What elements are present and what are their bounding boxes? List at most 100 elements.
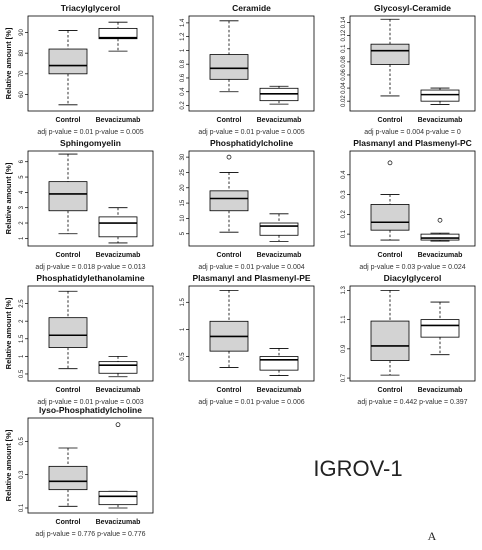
chart-title: Plasmanyl and Plasmenyl-PC <box>353 138 472 148</box>
p-value-text: adj p-value = 0.01 p-value = 0.005 <box>198 129 304 136</box>
p-value-text: adj p-value = 0.004 p-value = 0 <box>364 129 461 136</box>
p-value-text: adj p-value = 0.01 p-value = 0.003 <box>37 399 143 406</box>
y-tick-label: 0.4 <box>341 170 347 179</box>
plot-frame <box>188 15 315 112</box>
box-bevacizumab <box>98 21 138 52</box>
y-tick-label: 0.6 <box>180 73 186 82</box>
y-tick-label: 0.9 <box>341 344 347 353</box>
box-iqr <box>48 465 88 491</box>
plot-frame <box>27 150 154 247</box>
chart-panel: Phosphatidylethanolamine Relative amount … <box>4 273 154 406</box>
y-tick-label: 0.7 <box>341 373 347 382</box>
chart-panel: Sphingomyelin Relative amount [%] 1 2 3 4 5 6 Co… <box>4 138 154 271</box>
box-iqr <box>259 356 299 371</box>
y-tick-label: 0.14 <box>341 16 347 28</box>
p-value-text: adj p-value = 0.01 p-value = 0.005 <box>37 129 143 136</box>
p-value-text: adj p-value = 0.442 p-value = 0.397 <box>357 399 467 406</box>
box-control <box>370 18 410 97</box>
box-iqr <box>420 319 460 338</box>
x-category-label: Control <box>56 387 81 394</box>
x-category-label: Control <box>56 252 81 259</box>
outlier-point <box>115 422 121 428</box>
y-tick-label: 1 <box>19 236 25 240</box>
x-category-label: Control <box>217 117 242 124</box>
x-category-label: Control <box>378 387 403 394</box>
chart-panel: Phosphatidylcholine 5 10 15 20 25 30 Control Bev… <box>180 138 315 271</box>
chart-title: Phosphatidylethanolamine <box>36 273 144 283</box>
y-tick-label: 0.1 <box>341 229 347 238</box>
y-axis-label: Relative amount [%] <box>4 297 13 369</box>
chart-panel: Diacylglycerol 0.7 0.9 1.1 1.3 Control Bevaciz… <box>341 273 476 406</box>
box-bevacizumab <box>98 355 138 378</box>
box-iqr <box>370 204 410 231</box>
chart-panel: Glycosyl-Ceramide 0.020.04 0.060.08 0.1 0.12… <box>341 3 476 136</box>
box-bevacizumab <box>259 213 299 242</box>
chart-title: Plasmanyl and Plasmenyl-PE <box>192 273 310 283</box>
box-bevacizumab <box>420 87 460 105</box>
cell-line-label: IGROV-1 <box>313 456 402 481</box>
y-tick-label: 3 <box>19 205 25 209</box>
chart-panel: lyso-Phosphatidylcholine Relative amount … <box>4 405 154 538</box>
x-category-label: Bevacizumab <box>96 252 141 259</box>
box-iqr <box>370 43 410 65</box>
y-tick-label: 1.2 <box>180 32 186 41</box>
outlier-point <box>387 160 393 166</box>
box-iqr <box>209 54 249 80</box>
y-tick-label: 5 <box>19 175 25 179</box>
chart-title: Phosphatidylcholine <box>210 138 293 148</box>
plot-frame <box>188 150 315 247</box>
chart-title: lyso-Phosphatidylcholine <box>39 405 142 415</box>
plot-frame <box>27 15 154 112</box>
y-axis-label: Relative amount [%] <box>4 429 13 501</box>
box-iqr <box>48 317 88 348</box>
chart-title: Triacylglycerol <box>61 3 121 13</box>
box-bevacizumab <box>98 422 138 509</box>
y-tick-label: 0.02 <box>341 95 347 107</box>
y-axis-label: Relative amount [%] <box>4 27 13 99</box>
box-bevacizumab <box>420 301 460 356</box>
y-tick-label: 4 <box>19 190 25 194</box>
x-category-label: Control <box>217 252 242 259</box>
y-tick-label: 0.2 <box>341 210 347 219</box>
x-category-label: Bevacizumab <box>257 387 302 394</box>
box-control <box>48 447 88 507</box>
outlier-point <box>226 154 232 160</box>
box-bevacizumab <box>98 207 138 244</box>
x-category-label: Bevacizumab <box>418 252 463 259</box>
box-iqr <box>259 222 299 236</box>
box-iqr <box>420 89 460 102</box>
y-tick-label: 0.3 <box>19 470 25 479</box>
box-bevacizumab <box>259 348 299 376</box>
box-iqr <box>98 361 138 374</box>
y-tick-label: 1 <box>19 354 25 358</box>
x-category-label: Bevacizumab <box>96 117 141 124</box>
plot-frame <box>188 285 315 382</box>
y-tick-label: 90 <box>19 29 25 36</box>
chart-title: Sphingomyelin <box>60 138 121 148</box>
y-tick-label: 0.06 <box>341 68 347 80</box>
y-tick-label: 0.3 <box>341 190 347 199</box>
y-tick-label: 0.8 <box>180 59 186 68</box>
chart-panel: Triacylglycerol Relative amount [%] 60 70 80… <box>4 3 154 136</box>
y-tick-label: 0.1 <box>341 44 347 53</box>
y-tick-label: 1 <box>180 327 186 331</box>
plot-frame <box>27 285 154 382</box>
y-tick-label: 1.5 <box>19 334 25 343</box>
y-tick-label: 60 <box>19 90 25 97</box>
y-tick-label: 0.08 <box>341 55 347 67</box>
box-control <box>48 290 88 370</box>
y-tick-label: 1.1 <box>341 315 347 324</box>
chart-title: Glycosyl-Ceramide <box>374 3 451 13</box>
x-category-label: Control <box>56 519 81 526</box>
chart-panel: Ceramide 0.2 0.4 0.6 0.8 1 1.2 1.4 Control Bevaci… <box>180 3 315 136</box>
box-iqr <box>370 320 410 361</box>
y-tick-label: 6 <box>19 159 25 163</box>
x-category-label: Control <box>378 117 403 124</box>
y-tick-label: 0.4 <box>180 87 186 96</box>
y-tick-label: 80 <box>19 49 25 56</box>
box-iqr <box>98 27 138 40</box>
y-tick-label: 2.5 <box>19 299 25 308</box>
y-tick-label: 25 <box>180 168 186 175</box>
chart-title: Ceramide <box>232 3 271 13</box>
y-tick-label: 70 <box>19 70 25 77</box>
